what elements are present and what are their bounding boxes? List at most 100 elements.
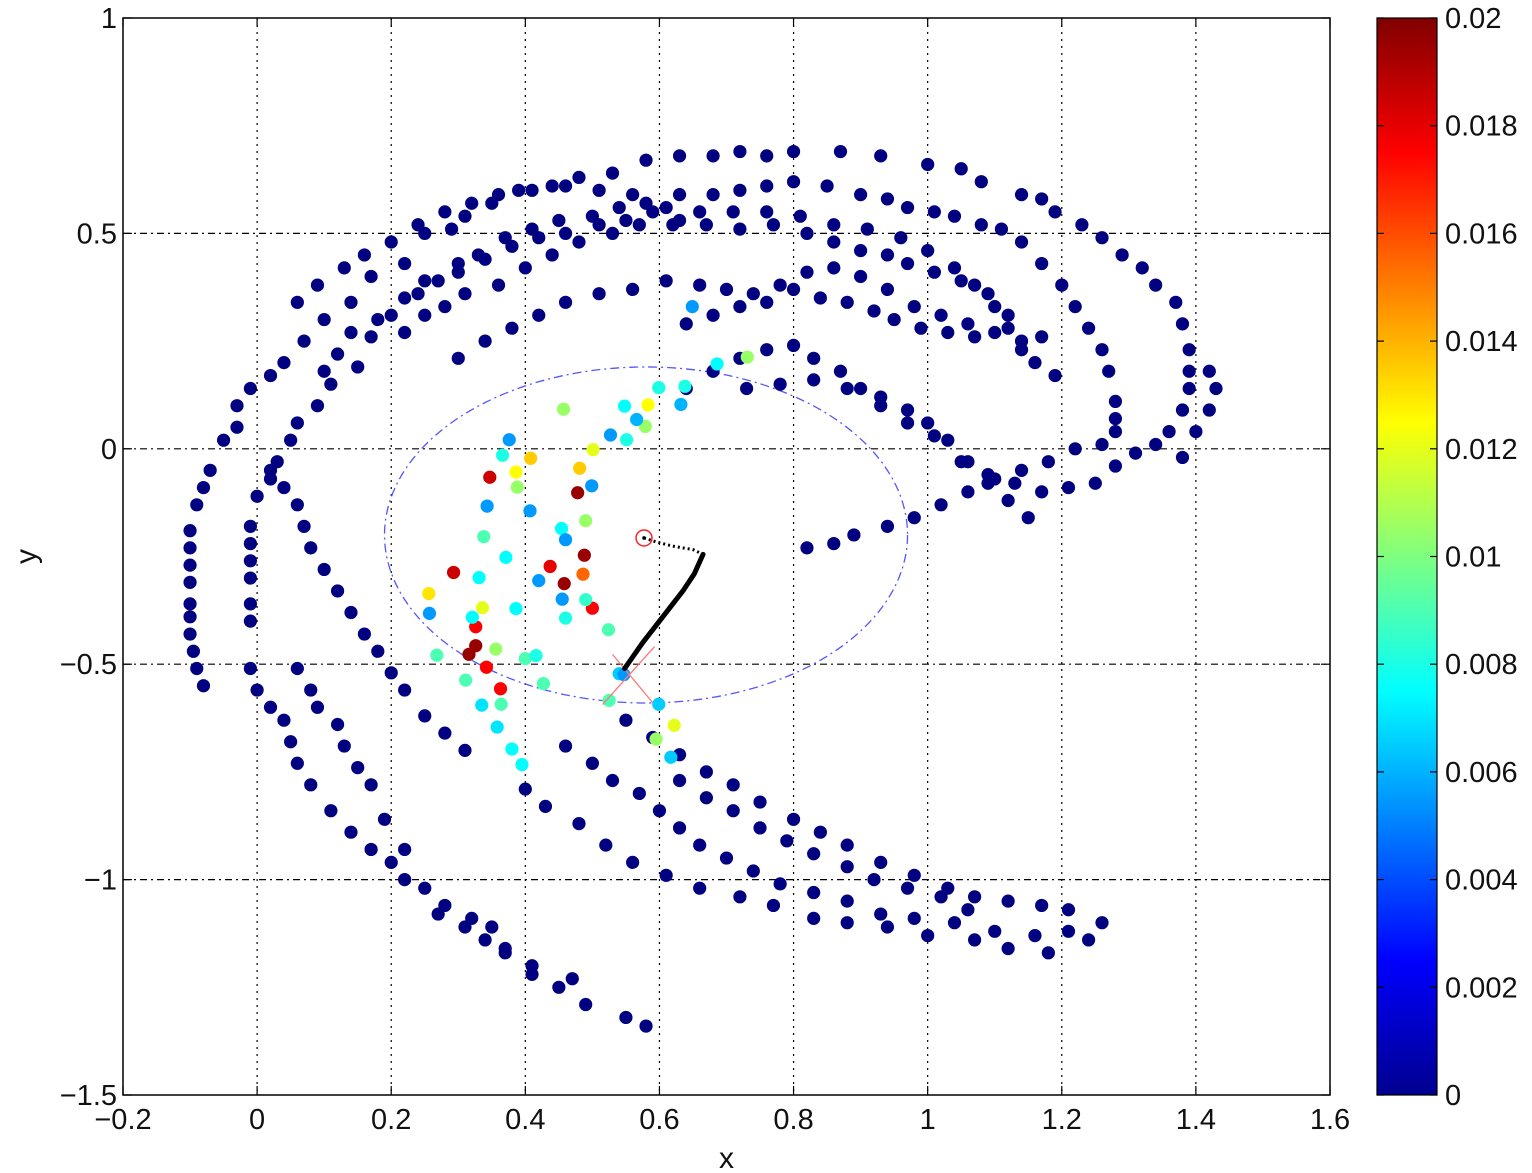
- data-point: [284, 735, 298, 749]
- x-tick-label: 0.4: [505, 1104, 545, 1136]
- data-point: [552, 980, 566, 994]
- data-point: [887, 312, 901, 327]
- data-point: [927, 205, 941, 219]
- data-point: [344, 825, 358, 839]
- data-point: [934, 308, 948, 322]
- trajectory-overlay: [602, 529, 706, 705]
- data-point: [411, 218, 425, 232]
- data-point: [538, 799, 553, 813]
- data-point: [659, 274, 673, 288]
- dashdot-ellipse: [383, 366, 909, 704]
- data-point: [954, 162, 968, 176]
- data-point: [431, 274, 445, 288]
- data-point: [1202, 364, 1216, 378]
- data-point: [384, 235, 398, 249]
- data-point: [1068, 442, 1082, 456]
- data-point: [364, 842, 378, 857]
- data-point: [203, 463, 217, 477]
- data-point: [183, 524, 197, 538]
- data-point: [243, 519, 258, 533]
- colored-data-point: [523, 504, 537, 518]
- data-point: [545, 179, 559, 193]
- data-point: [733, 300, 747, 314]
- data-point: [398, 683, 412, 697]
- data-point: [183, 597, 197, 611]
- data-point: [438, 300, 452, 314]
- data-point: [1162, 424, 1176, 439]
- data-point: [572, 816, 586, 831]
- data-point: [518, 782, 532, 796]
- colored-data-point: [573, 461, 587, 475]
- colored-data-point: [579, 592, 593, 607]
- y-tick-label: −1: [84, 865, 117, 897]
- data-point: [324, 804, 338, 818]
- data-point: [297, 519, 311, 533]
- colored-data-point: [555, 592, 569, 606]
- data-point: [968, 890, 982, 904]
- data-point: [941, 433, 955, 447]
- data-point: [398, 256, 412, 271]
- y-tick-label: 1: [101, 3, 117, 35]
- data-point: [364, 269, 378, 284]
- data-point: [907, 300, 921, 314]
- data-point: [740, 381, 754, 396]
- axis-ticks: −0.2 0 0.2 0.4 0.6 0.8 1 1.2 1.4 1.6 −1.5 −1 −0.5 0 0.…: [60, 3, 1350, 1136]
- data-point: [183, 575, 197, 589]
- data-point: [330, 717, 345, 732]
- data-point: [525, 959, 539, 973]
- data-point: [592, 218, 606, 232]
- data-point: [438, 726, 452, 740]
- data-point: [947, 261, 962, 275]
- data-point: [1035, 256, 1049, 271]
- y-axis-label: y: [10, 549, 43, 564]
- data-point: [1175, 317, 1190, 331]
- data-point: [1035, 330, 1049, 344]
- data-point: [921, 929, 935, 943]
- data-point: [1014, 235, 1029, 249]
- data-point: [230, 420, 244, 434]
- data-point: [491, 278, 506, 292]
- data-point: [706, 149, 720, 163]
- data-point: [981, 476, 995, 490]
- colored-data-point: [576, 567, 590, 581]
- colorbar-tick-label: 0.008: [1445, 649, 1518, 681]
- colorbar-tick-label: 0: [1445, 1080, 1461, 1112]
- data-point: [357, 248, 371, 262]
- data-point: [1182, 343, 1196, 357]
- data-point: [1028, 929, 1042, 943]
- data-point: [605, 166, 620, 180]
- colored-data-point: [579, 514, 593, 528]
- data-point: [706, 188, 720, 202]
- data-point: [398, 873, 412, 887]
- data-point: [263, 463, 278, 477]
- data-point: [1048, 368, 1062, 383]
- data-point: [364, 330, 378, 344]
- data-point: [988, 300, 1002, 314]
- data-point: [1108, 424, 1123, 439]
- start-marker-dot: [642, 536, 646, 540]
- data-point: [907, 868, 921, 882]
- x-tick-label: 1: [920, 1104, 936, 1136]
- data-point: [968, 278, 982, 292]
- data-point: [793, 209, 807, 223]
- colored-data-point: [558, 611, 573, 625]
- colored-data-point: [554, 521, 569, 536]
- colored-data-point: [505, 742, 519, 756]
- data-point: [371, 312, 385, 327]
- data-point: [1001, 894, 1015, 908]
- data-point: [961, 903, 975, 917]
- data-point: [451, 351, 465, 365]
- data-point: [981, 287, 995, 301]
- data-point: [994, 222, 1009, 236]
- data-point: [478, 933, 492, 947]
- data-point: [1035, 485, 1049, 499]
- data-point: [552, 213, 566, 228]
- colored-data-point: [536, 676, 551, 691]
- colored-data-point: [490, 720, 504, 734]
- data-point: [1175, 450, 1190, 465]
- data-point: [1021, 511, 1035, 525]
- data-point: [827, 235, 841, 249]
- data-point: [632, 786, 646, 801]
- data-point: [867, 873, 881, 887]
